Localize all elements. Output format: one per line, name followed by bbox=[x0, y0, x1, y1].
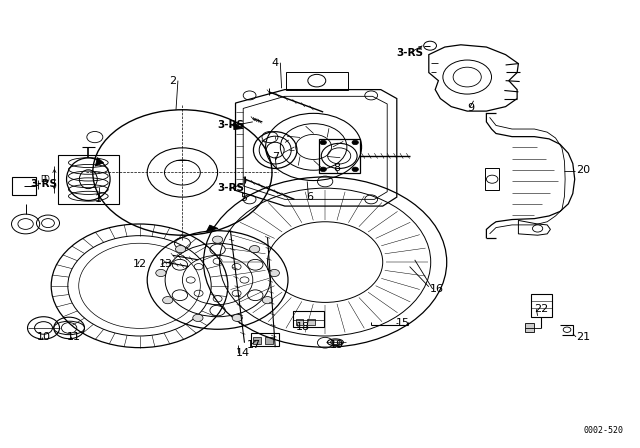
Text: 7: 7 bbox=[272, 152, 279, 162]
Circle shape bbox=[320, 140, 326, 145]
Circle shape bbox=[250, 246, 260, 253]
Text: 6: 6 bbox=[306, 192, 313, 202]
Polygon shape bbox=[207, 225, 218, 232]
Circle shape bbox=[262, 297, 273, 304]
Text: 17: 17 bbox=[247, 340, 261, 350]
Circle shape bbox=[163, 297, 173, 304]
Bar bbox=[251, 333, 279, 346]
Bar bbox=[12, 177, 36, 195]
Text: 2: 2 bbox=[169, 76, 177, 86]
Text: 3-RS: 3-RS bbox=[218, 121, 244, 130]
Bar bbox=[286, 72, 348, 90]
Text: D: D bbox=[40, 175, 47, 184]
Bar bbox=[293, 311, 324, 327]
Text: 10: 10 bbox=[37, 332, 51, 342]
Text: 15: 15 bbox=[396, 319, 410, 328]
Bar bbox=[253, 337, 261, 344]
Text: 12: 12 bbox=[133, 259, 147, 269]
Circle shape bbox=[320, 167, 326, 172]
Bar bbox=[307, 319, 315, 325]
Text: 3-RS: 3-RS bbox=[397, 48, 424, 58]
Text: 22: 22 bbox=[534, 304, 548, 314]
Text: 16: 16 bbox=[430, 284, 444, 294]
Text: 5: 5 bbox=[240, 193, 247, 203]
Text: 4: 4 bbox=[271, 58, 279, 68]
Text: 20: 20 bbox=[576, 165, 590, 175]
Bar bbox=[265, 337, 273, 344]
Polygon shape bbox=[95, 158, 104, 166]
Text: 21: 21 bbox=[576, 332, 590, 342]
Bar bbox=[525, 323, 534, 332]
Polygon shape bbox=[234, 123, 243, 129]
Circle shape bbox=[232, 314, 243, 322]
Text: 3-RS: 3-RS bbox=[218, 183, 244, 193]
Circle shape bbox=[352, 167, 358, 172]
Text: 19: 19 bbox=[330, 340, 344, 350]
Text: 18: 18 bbox=[296, 322, 310, 332]
Bar bbox=[58, 155, 119, 204]
Circle shape bbox=[156, 269, 166, 276]
Text: 3-RS: 3-RS bbox=[31, 179, 58, 189]
Text: 14: 14 bbox=[236, 348, 250, 358]
Circle shape bbox=[269, 269, 280, 276]
Bar bbox=[296, 319, 303, 325]
Text: 0002-520: 0002-520 bbox=[584, 426, 624, 435]
Circle shape bbox=[193, 314, 203, 322]
Circle shape bbox=[212, 236, 223, 243]
Text: 1: 1 bbox=[95, 194, 102, 204]
Bar bbox=[531, 294, 552, 317]
Text: D: D bbox=[43, 175, 49, 184]
Text: 13: 13 bbox=[159, 259, 173, 269]
Bar bbox=[319, 139, 360, 173]
Text: 9: 9 bbox=[467, 103, 474, 112]
Text: 8: 8 bbox=[333, 163, 340, 173]
Circle shape bbox=[175, 246, 186, 253]
Text: 11: 11 bbox=[67, 332, 81, 342]
Bar bbox=[485, 168, 499, 190]
Circle shape bbox=[352, 140, 358, 145]
